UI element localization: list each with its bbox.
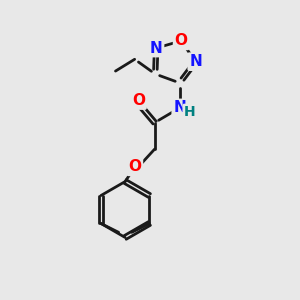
- Text: N: N: [189, 54, 202, 69]
- Text: N: N: [173, 100, 186, 116]
- Text: O: O: [175, 33, 188, 48]
- Text: N: N: [150, 40, 163, 56]
- Text: O: O: [128, 159, 141, 174]
- Text: O: O: [132, 93, 145, 108]
- Text: H: H: [184, 105, 196, 119]
